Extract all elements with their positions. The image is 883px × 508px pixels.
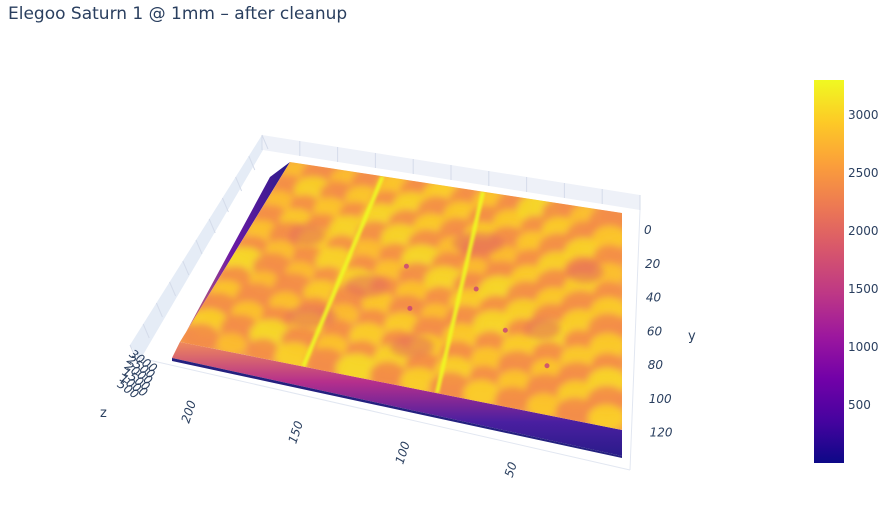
colorbar-tick-label: 2500 xyxy=(848,166,879,180)
x-tick-label: 100 xyxy=(393,439,414,465)
x-axis-ticks: 200 150 100 50 xyxy=(179,398,520,479)
y-axis-title: y xyxy=(688,329,696,344)
y-tick-label: 80 xyxy=(648,358,664,372)
x-tick-label: 50 xyxy=(502,460,520,479)
y-tick-label: 0 xyxy=(644,223,652,237)
z-axis-title: z xyxy=(100,406,107,421)
colorbar: 3000 2500 2000 1500 1000 500 xyxy=(814,80,879,463)
y-axis-ticks: 0 20 40 60 80 100 120 xyxy=(644,223,673,440)
colorbar-gradient xyxy=(814,80,844,463)
colorbar-tick-label: 3000 xyxy=(848,108,879,122)
colorbar-tick-label: 2000 xyxy=(848,224,879,238)
x-tick-label: 200 xyxy=(179,398,200,424)
y-tick-label: 20 xyxy=(645,257,661,271)
x-tick-label: 150 xyxy=(286,419,307,445)
surface-top[interactable] xyxy=(180,160,631,431)
y-tick-label: 60 xyxy=(647,324,663,338)
surface-sides xyxy=(172,162,622,458)
y-tick-label: 120 xyxy=(650,426,673,440)
colorbar-tick-label: 1000 xyxy=(848,340,879,354)
colorbar-ticks: 3000 2500 2000 1500 1000 500 xyxy=(848,108,879,412)
colorbar-tick-label: 500 xyxy=(848,398,871,412)
y-tick-label: 40 xyxy=(646,291,662,305)
chart-title: Elegoo Saturn 1 @ 1mm – after cleanup xyxy=(8,4,348,24)
colorbar-tick-label: 1500 xyxy=(848,282,879,296)
scene-grid xyxy=(129,134,641,471)
y-tick-label: 100 xyxy=(649,392,672,406)
